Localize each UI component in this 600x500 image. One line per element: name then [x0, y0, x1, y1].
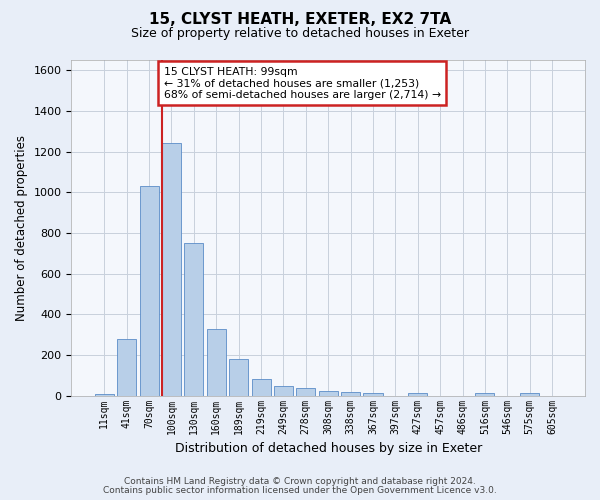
Bar: [184, 243, 203, 396]
Bar: [296, 388, 316, 396]
Y-axis label: Number of detached properties: Number of detached properties: [15, 135, 28, 321]
Text: Contains HM Land Registry data © Crown copyright and database right 2024.: Contains HM Land Registry data © Crown c…: [124, 477, 476, 486]
Bar: [319, 390, 338, 396]
Bar: [520, 393, 539, 396]
Bar: [274, 386, 293, 396]
Bar: [408, 392, 427, 396]
Bar: [140, 186, 158, 396]
X-axis label: Distribution of detached houses by size in Exeter: Distribution of detached houses by size …: [175, 442, 482, 455]
Bar: [229, 359, 248, 396]
Text: Contains public sector information licensed under the Open Government Licence v3: Contains public sector information licen…: [103, 486, 497, 495]
Bar: [162, 144, 181, 396]
Text: 15 CLYST HEATH: 99sqm
← 31% of detached houses are smaller (1,253)
68% of semi-d: 15 CLYST HEATH: 99sqm ← 31% of detached …: [164, 66, 441, 100]
Bar: [207, 328, 226, 396]
Bar: [475, 393, 494, 396]
Bar: [117, 338, 136, 396]
Bar: [95, 394, 114, 396]
Text: Size of property relative to detached houses in Exeter: Size of property relative to detached ho…: [131, 28, 469, 40]
Bar: [251, 380, 271, 396]
Bar: [341, 392, 360, 396]
Text: 15, CLYST HEATH, EXETER, EX2 7TA: 15, CLYST HEATH, EXETER, EX2 7TA: [149, 12, 451, 28]
Bar: [364, 392, 383, 396]
